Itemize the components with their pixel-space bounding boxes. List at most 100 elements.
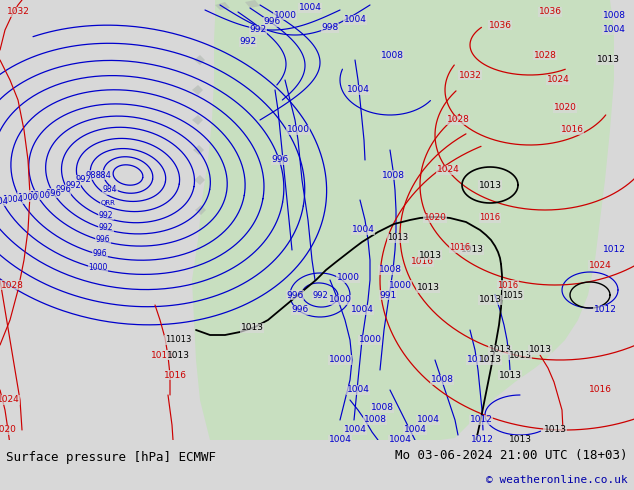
Text: 1016: 1016 bbox=[164, 370, 186, 379]
Text: 1036: 1036 bbox=[538, 7, 562, 17]
Text: 1008: 1008 bbox=[382, 171, 404, 179]
Text: 1004: 1004 bbox=[417, 416, 439, 424]
Text: 1020: 1020 bbox=[553, 103, 576, 113]
Text: 1000: 1000 bbox=[88, 263, 108, 271]
Text: 1004: 1004 bbox=[347, 386, 370, 394]
Text: 1013: 1013 bbox=[479, 356, 501, 365]
Text: 1020: 1020 bbox=[424, 214, 446, 222]
Text: 1008: 1008 bbox=[378, 266, 401, 274]
Text: 996: 996 bbox=[93, 248, 107, 258]
Text: 1000: 1000 bbox=[358, 336, 382, 344]
Text: 1013: 1013 bbox=[543, 425, 567, 435]
Text: 1013: 1013 bbox=[498, 370, 522, 379]
Text: 1000: 1000 bbox=[273, 10, 297, 20]
Polygon shape bbox=[215, 2, 230, 10]
Text: 1016: 1016 bbox=[479, 214, 501, 222]
Text: 1013: 1013 bbox=[479, 180, 501, 190]
Text: 1004: 1004 bbox=[602, 25, 625, 34]
Text: 1004: 1004 bbox=[351, 305, 373, 315]
Text: 992: 992 bbox=[65, 180, 81, 190]
Polygon shape bbox=[194, 55, 205, 65]
Text: 992: 992 bbox=[99, 222, 113, 231]
Text: 1012: 1012 bbox=[593, 305, 616, 315]
Text: 1012: 1012 bbox=[467, 356, 489, 365]
Text: 1008: 1008 bbox=[380, 50, 403, 59]
Text: 1012: 1012 bbox=[602, 245, 625, 254]
Text: 984: 984 bbox=[95, 171, 111, 179]
Text: 1013: 1013 bbox=[489, 345, 512, 354]
Text: 1032: 1032 bbox=[458, 71, 481, 79]
Text: 1024: 1024 bbox=[547, 75, 569, 84]
Text: 1028: 1028 bbox=[1, 280, 23, 290]
Text: 1004: 1004 bbox=[328, 436, 351, 444]
Polygon shape bbox=[192, 0, 614, 440]
Text: 1012: 1012 bbox=[470, 416, 493, 424]
Text: 1004: 1004 bbox=[352, 225, 375, 235]
Text: 1000: 1000 bbox=[389, 280, 411, 290]
Text: 996: 996 bbox=[292, 305, 309, 315]
Text: 1024: 1024 bbox=[0, 395, 20, 405]
Text: 1016: 1016 bbox=[560, 125, 583, 134]
Text: 992: 992 bbox=[249, 25, 266, 34]
Text: 992: 992 bbox=[75, 175, 91, 185]
Text: 1000: 1000 bbox=[287, 125, 309, 134]
Text: 1004: 1004 bbox=[344, 425, 366, 435]
Text: 1013: 1013 bbox=[479, 295, 501, 304]
Text: 1013: 1013 bbox=[529, 345, 552, 354]
Text: 1004: 1004 bbox=[344, 16, 366, 24]
Text: 1013: 1013 bbox=[508, 350, 531, 360]
Text: 11013: 11013 bbox=[165, 336, 191, 344]
Polygon shape bbox=[192, 115, 203, 125]
Text: 1000: 1000 bbox=[328, 356, 351, 365]
Text: 1000: 1000 bbox=[30, 191, 51, 199]
Text: 1024: 1024 bbox=[588, 261, 611, 270]
Text: 988: 988 bbox=[85, 171, 101, 179]
Text: 1032: 1032 bbox=[6, 7, 29, 17]
Text: Surface pressure [hPa] ECMWF: Surface pressure [hPa] ECMWF bbox=[6, 451, 216, 464]
Text: 1013: 1013 bbox=[460, 245, 484, 254]
Polygon shape bbox=[193, 145, 204, 155]
Text: 1004: 1004 bbox=[299, 3, 321, 13]
Text: 1012: 1012 bbox=[470, 436, 493, 444]
Text: 1008: 1008 bbox=[363, 416, 387, 424]
Polygon shape bbox=[194, 175, 205, 185]
Text: 1000: 1000 bbox=[328, 295, 351, 304]
Text: 996: 996 bbox=[45, 189, 61, 197]
Polygon shape bbox=[245, 0, 260, 8]
Text: 991: 991 bbox=[379, 291, 397, 299]
Text: 1015: 1015 bbox=[503, 291, 524, 299]
Text: 996: 996 bbox=[55, 186, 71, 195]
Text: 996: 996 bbox=[287, 291, 304, 299]
Text: 1000: 1000 bbox=[337, 273, 359, 283]
Text: 1004: 1004 bbox=[3, 195, 23, 203]
Text: 996: 996 bbox=[271, 155, 288, 165]
Text: 1013: 1013 bbox=[167, 350, 190, 360]
Text: 1013: 1013 bbox=[418, 250, 441, 260]
Text: 992: 992 bbox=[99, 211, 113, 220]
Text: 1016: 1016 bbox=[588, 386, 612, 394]
Text: 1016: 1016 bbox=[150, 350, 174, 360]
Polygon shape bbox=[195, 205, 206, 215]
Text: 1013: 1013 bbox=[387, 234, 408, 243]
Text: 1004: 1004 bbox=[347, 85, 370, 95]
Text: Mo 03-06-2024 21:00 UTC (18+03): Mo 03-06-2024 21:00 UTC (18+03) bbox=[395, 448, 628, 462]
Text: 1016: 1016 bbox=[498, 280, 519, 290]
Text: 1013: 1013 bbox=[240, 323, 264, 333]
Text: 996: 996 bbox=[263, 18, 281, 26]
Text: 1028: 1028 bbox=[446, 116, 469, 124]
Text: 984: 984 bbox=[103, 186, 117, 195]
Text: 1000: 1000 bbox=[18, 193, 39, 201]
Text: QRR: QRR bbox=[101, 200, 115, 206]
Text: 1008: 1008 bbox=[602, 10, 626, 20]
Text: © weatheronline.co.uk: © weatheronline.co.uk bbox=[486, 475, 628, 485]
Text: 1024: 1024 bbox=[437, 166, 460, 174]
Text: 1004: 1004 bbox=[0, 196, 8, 205]
Text: 1016: 1016 bbox=[450, 244, 470, 252]
Text: 996: 996 bbox=[96, 236, 110, 245]
Text: 992: 992 bbox=[240, 38, 257, 47]
Text: 1013: 1013 bbox=[508, 436, 531, 444]
Text: 1028: 1028 bbox=[534, 50, 557, 59]
Text: 1013: 1013 bbox=[417, 284, 439, 293]
Text: 1004: 1004 bbox=[389, 436, 411, 444]
Text: 1013: 1013 bbox=[597, 55, 619, 65]
